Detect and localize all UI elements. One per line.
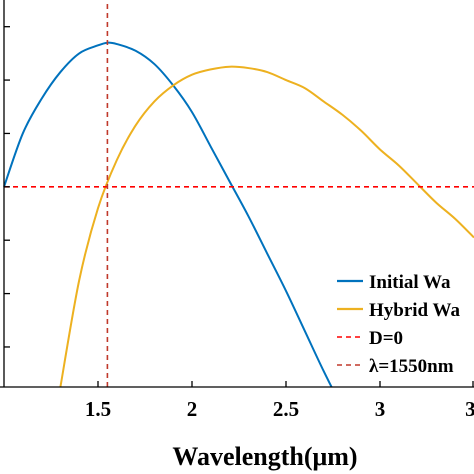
legend-label-1: Initial Wa — [369, 272, 451, 293]
series-line-2 — [59, 65, 474, 387]
legend-label-4: λ=1550nm — [369, 356, 454, 377]
legend-label-2: Hybrid Wa — [369, 300, 460, 321]
x-tick-label-5: 3. — [465, 397, 474, 421]
x-tick-label-1: 1.5 — [85, 397, 111, 421]
x-tick-label-4: 3 — [375, 397, 386, 421]
x-axis-label: Wavelength(μm) — [172, 442, 357, 471]
legend-label-3: D=0 — [369, 328, 403, 349]
series-line-1 — [3, 41, 333, 387]
x-tick-label-2: 2 — [187, 397, 198, 421]
x-tick-label-3: 2.5 — [273, 397, 299, 421]
legend: Initial Wa Hybrid Wa D=0 λ=1550nm — [333, 262, 474, 380]
